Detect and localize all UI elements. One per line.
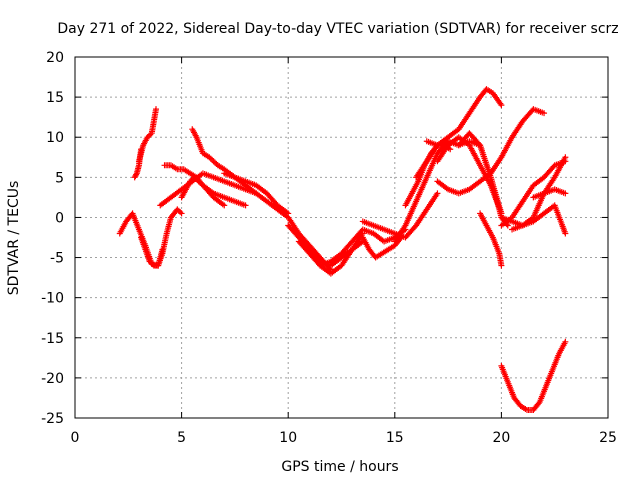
series-markers — [391, 138, 452, 245]
x-tick-label: 5 — [177, 430, 186, 446]
series-s8 — [189, 126, 292, 217]
y-tick-label: 0 — [55, 210, 64, 226]
series-s11 — [295, 230, 366, 277]
x-tick-label: 0 — [71, 430, 80, 446]
series-s17 — [413, 86, 505, 181]
series-s15 — [391, 138, 452, 245]
y-tick-label: 20 — [46, 50, 64, 66]
y-axis-label: SDTVAR / TECUs — [6, 181, 22, 296]
series-s27 — [498, 338, 569, 413]
series-markers — [359, 190, 441, 241]
series-s4 — [138, 206, 185, 269]
series-markers — [530, 186, 569, 201]
series-markers — [413, 86, 505, 181]
series-s7 — [178, 174, 249, 209]
plot-frame — [74, 56, 609, 419]
chart-title: Day 271 of 2022, Sidereal Day-to-day VTE… — [57, 21, 618, 37]
series-markers — [477, 210, 505, 269]
series-s3 — [135, 106, 160, 165]
series-markers — [138, 206, 185, 269]
x-tick-label: 15 — [386, 430, 404, 446]
series-markers — [295, 230, 366, 277]
y-tick-label: -15 — [41, 331, 64, 347]
series-markers — [359, 234, 405, 261]
x-tick-label: 10 — [279, 430, 297, 446]
series-markers — [178, 174, 249, 209]
series-s26 — [530, 186, 569, 201]
series-s9 — [221, 170, 334, 273]
series-markers — [498, 338, 569, 413]
y-tick-label: -25 — [41, 411, 64, 427]
series-s25 — [509, 202, 569, 237]
series-markers — [189, 126, 292, 217]
series-markers — [135, 106, 160, 165]
y-tick-label: 5 — [55, 170, 64, 186]
series-s13 — [359, 234, 405, 261]
x-axis-ticks: 0 5 10 15 20 25 — [71, 57, 617, 446]
y-tick-label: -20 — [41, 371, 64, 387]
series-s19 — [434, 106, 548, 197]
series-s14 — [359, 190, 441, 241]
series-s24 — [498, 158, 569, 229]
y-axis-ticks: -25 -20 -15 -10 -5 0 5 10 15 20 — [41, 50, 608, 427]
series-markers — [434, 106, 548, 197]
series-markers — [509, 202, 569, 237]
y-tick-label: 10 — [46, 130, 64, 146]
x-axis-label: GPS time / hours — [281, 459, 398, 475]
y-tick-label: -10 — [41, 291, 64, 307]
series-markers — [221, 170, 334, 273]
x-tick-label: 25 — [599, 430, 617, 446]
x-tick-label: 20 — [492, 430, 510, 446]
y-tick-label: -5 — [50, 251, 64, 267]
data-points — [116, 86, 569, 413]
series-s21 — [477, 210, 505, 269]
series-markers — [498, 158, 569, 229]
y-tick-label: 15 — [46, 90, 64, 106]
